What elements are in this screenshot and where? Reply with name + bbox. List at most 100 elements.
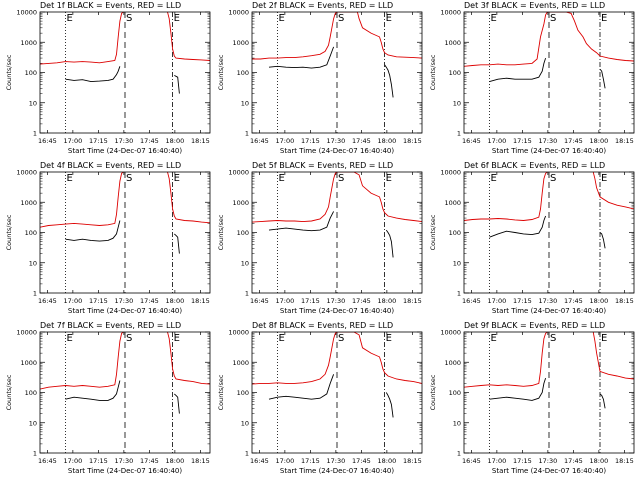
event-marker-letter: E: [174, 333, 180, 344]
plot-title: Det 5f BLACK = Events, RED = LLD: [252, 161, 393, 170]
x-tick-label: 17:30: [326, 137, 345, 145]
x-tick-label: 17:30: [538, 457, 557, 465]
lld-series-line: [464, 172, 548, 221]
x-tick-label: 18:15: [615, 297, 634, 305]
events-series-line: [599, 68, 606, 89]
x-tick-label: 17:15: [89, 297, 108, 305]
plot-frame: [463, 11, 635, 134]
x-axis-label: Start Time (24-Dec-07 16:40:40): [492, 307, 606, 315]
y-tick-label: 1: [245, 450, 249, 458]
plot-frame: [39, 11, 211, 134]
y-axis-label: Counts/sec: [429, 214, 437, 250]
x-tick-label: 17:30: [326, 297, 345, 305]
x-tick-label: 18:00: [165, 137, 184, 145]
x-tick-label: 17:30: [114, 457, 133, 465]
x-tick-label: 16:45: [38, 137, 57, 145]
x-tick-label: 16:45: [250, 457, 269, 465]
y-tick-label: 10: [29, 99, 37, 107]
plot-title: Det 7f BLACK = Events, RED = LLD: [40, 321, 181, 330]
event-marker-letter: E: [67, 333, 73, 344]
event-marker-letter: S: [338, 173, 344, 184]
x-tick-label: 17:00: [487, 297, 506, 305]
y-tick-label: 1000: [232, 199, 249, 207]
x-tick-label: 18:15: [403, 297, 422, 305]
x-tick-label: 17:15: [513, 297, 532, 305]
x-tick-label: 18:00: [377, 137, 396, 145]
events-series-line: [489, 57, 547, 83]
events-series-line: [174, 233, 180, 254]
event-marker-letter: E: [67, 13, 73, 24]
x-tick-label: 17:00: [487, 457, 506, 465]
event-marker-letter: E: [386, 333, 392, 344]
x-tick-label: 18:15: [615, 137, 634, 145]
x-axis-label: Start Time (24-Dec-07 16:40:40): [68, 147, 182, 155]
plot-data-area: [40, 12, 210, 133]
detector-plot-5: Det 5f BLACK = Events, RED = LLD Counts/s…: [217, 161, 423, 315]
lld-series-line: [592, 172, 634, 210]
event-marker-letter: S: [338, 13, 344, 24]
plot-data-area: [252, 332, 422, 453]
y-axis-label: Counts/sec: [5, 374, 13, 410]
x-tick-label: 17:45: [352, 297, 371, 305]
plot-data-area: [252, 172, 422, 293]
x-tick-label: 17:15: [301, 457, 320, 465]
plot-data-area: [464, 12, 634, 133]
plot-title: Det 1f BLACK = Events, RED = LLD: [40, 1, 181, 10]
x-tick-label: 17:45: [564, 137, 583, 145]
y-tick-label: 10000: [440, 169, 461, 177]
x-tick-label: 16:45: [462, 137, 481, 145]
plot-frame: [39, 331, 211, 454]
plot-frame: [39, 171, 211, 294]
y-tick-label: 100: [449, 69, 461, 77]
x-tick-label: 16:45: [462, 457, 481, 465]
event-marker-letter: E: [601, 13, 607, 24]
y-tick-label: 100: [25, 389, 37, 397]
x-tick-label: 17:00: [275, 457, 294, 465]
lld-series-line: [592, 332, 634, 380]
event-marker-letter: S: [550, 173, 556, 184]
events-series-line: [65, 380, 121, 401]
x-tick-label: 16:45: [250, 297, 269, 305]
y-tick-label: 100: [237, 389, 249, 397]
detector-plot-8: Det 8f BLACK = Events, RED = LLD Counts/s…: [217, 321, 423, 475]
event-marker-letter: E: [491, 13, 497, 24]
y-tick-label: 10000: [228, 329, 249, 337]
lld-series-line: [167, 172, 210, 224]
y-tick-label: 1: [245, 290, 249, 298]
detector-plot-7: Det 7f BLACK = Events, RED = LLD Counts/s…: [5, 321, 211, 475]
y-tick-label: 10: [29, 419, 37, 427]
x-tick-label: 16:45: [38, 457, 57, 465]
lld-series-line: [167, 332, 210, 385]
event-marker-letter: E: [601, 333, 607, 344]
event-marker-letter: E: [491, 173, 497, 184]
y-tick-label: 100: [449, 229, 461, 237]
y-axis-label: Counts/sec: [429, 374, 437, 410]
y-tick-label: 1: [33, 450, 37, 458]
y-tick-label: 10: [241, 419, 249, 427]
y-axis-label: Counts/sec: [217, 214, 225, 250]
y-tick-label: 1000: [444, 199, 461, 207]
detector-plot-2: Det 2f BLACK = Events, RED = LLD Counts/s…: [217, 1, 423, 155]
y-tick-label: 1: [457, 290, 461, 298]
plot-title: Det 6f BLACK = Events, RED = LLD: [464, 161, 605, 170]
lld-series-line: [40, 172, 124, 228]
x-tick-label: 18:15: [191, 137, 210, 145]
events-series-line: [599, 232, 606, 249]
plot-title: Det 2f BLACK = Events, RED = LLD: [252, 1, 393, 10]
events-series-line: [489, 377, 547, 401]
y-tick-label: 1: [457, 130, 461, 138]
plot-title: Det 3f BLACK = Events, RED = LLD: [464, 1, 605, 10]
y-tick-label: 1: [245, 130, 249, 138]
plot-data-area: [252, 12, 422, 133]
y-tick-label: 10000: [228, 9, 249, 17]
event-marker-letter: E: [491, 333, 497, 344]
plot-data-area: [40, 172, 210, 293]
detector-plot-4: Det 4f BLACK = Events, RED = LLD Counts/s…: [5, 161, 211, 315]
lld-series-line: [167, 12, 210, 61]
x-tick-label: 17:15: [89, 137, 108, 145]
x-axis-label: Start Time (24-Dec-07 16:40:40): [280, 467, 394, 475]
event-marker-letter: E: [601, 173, 607, 184]
events-series-line: [65, 220, 121, 242]
plot-data-area: [464, 332, 634, 453]
